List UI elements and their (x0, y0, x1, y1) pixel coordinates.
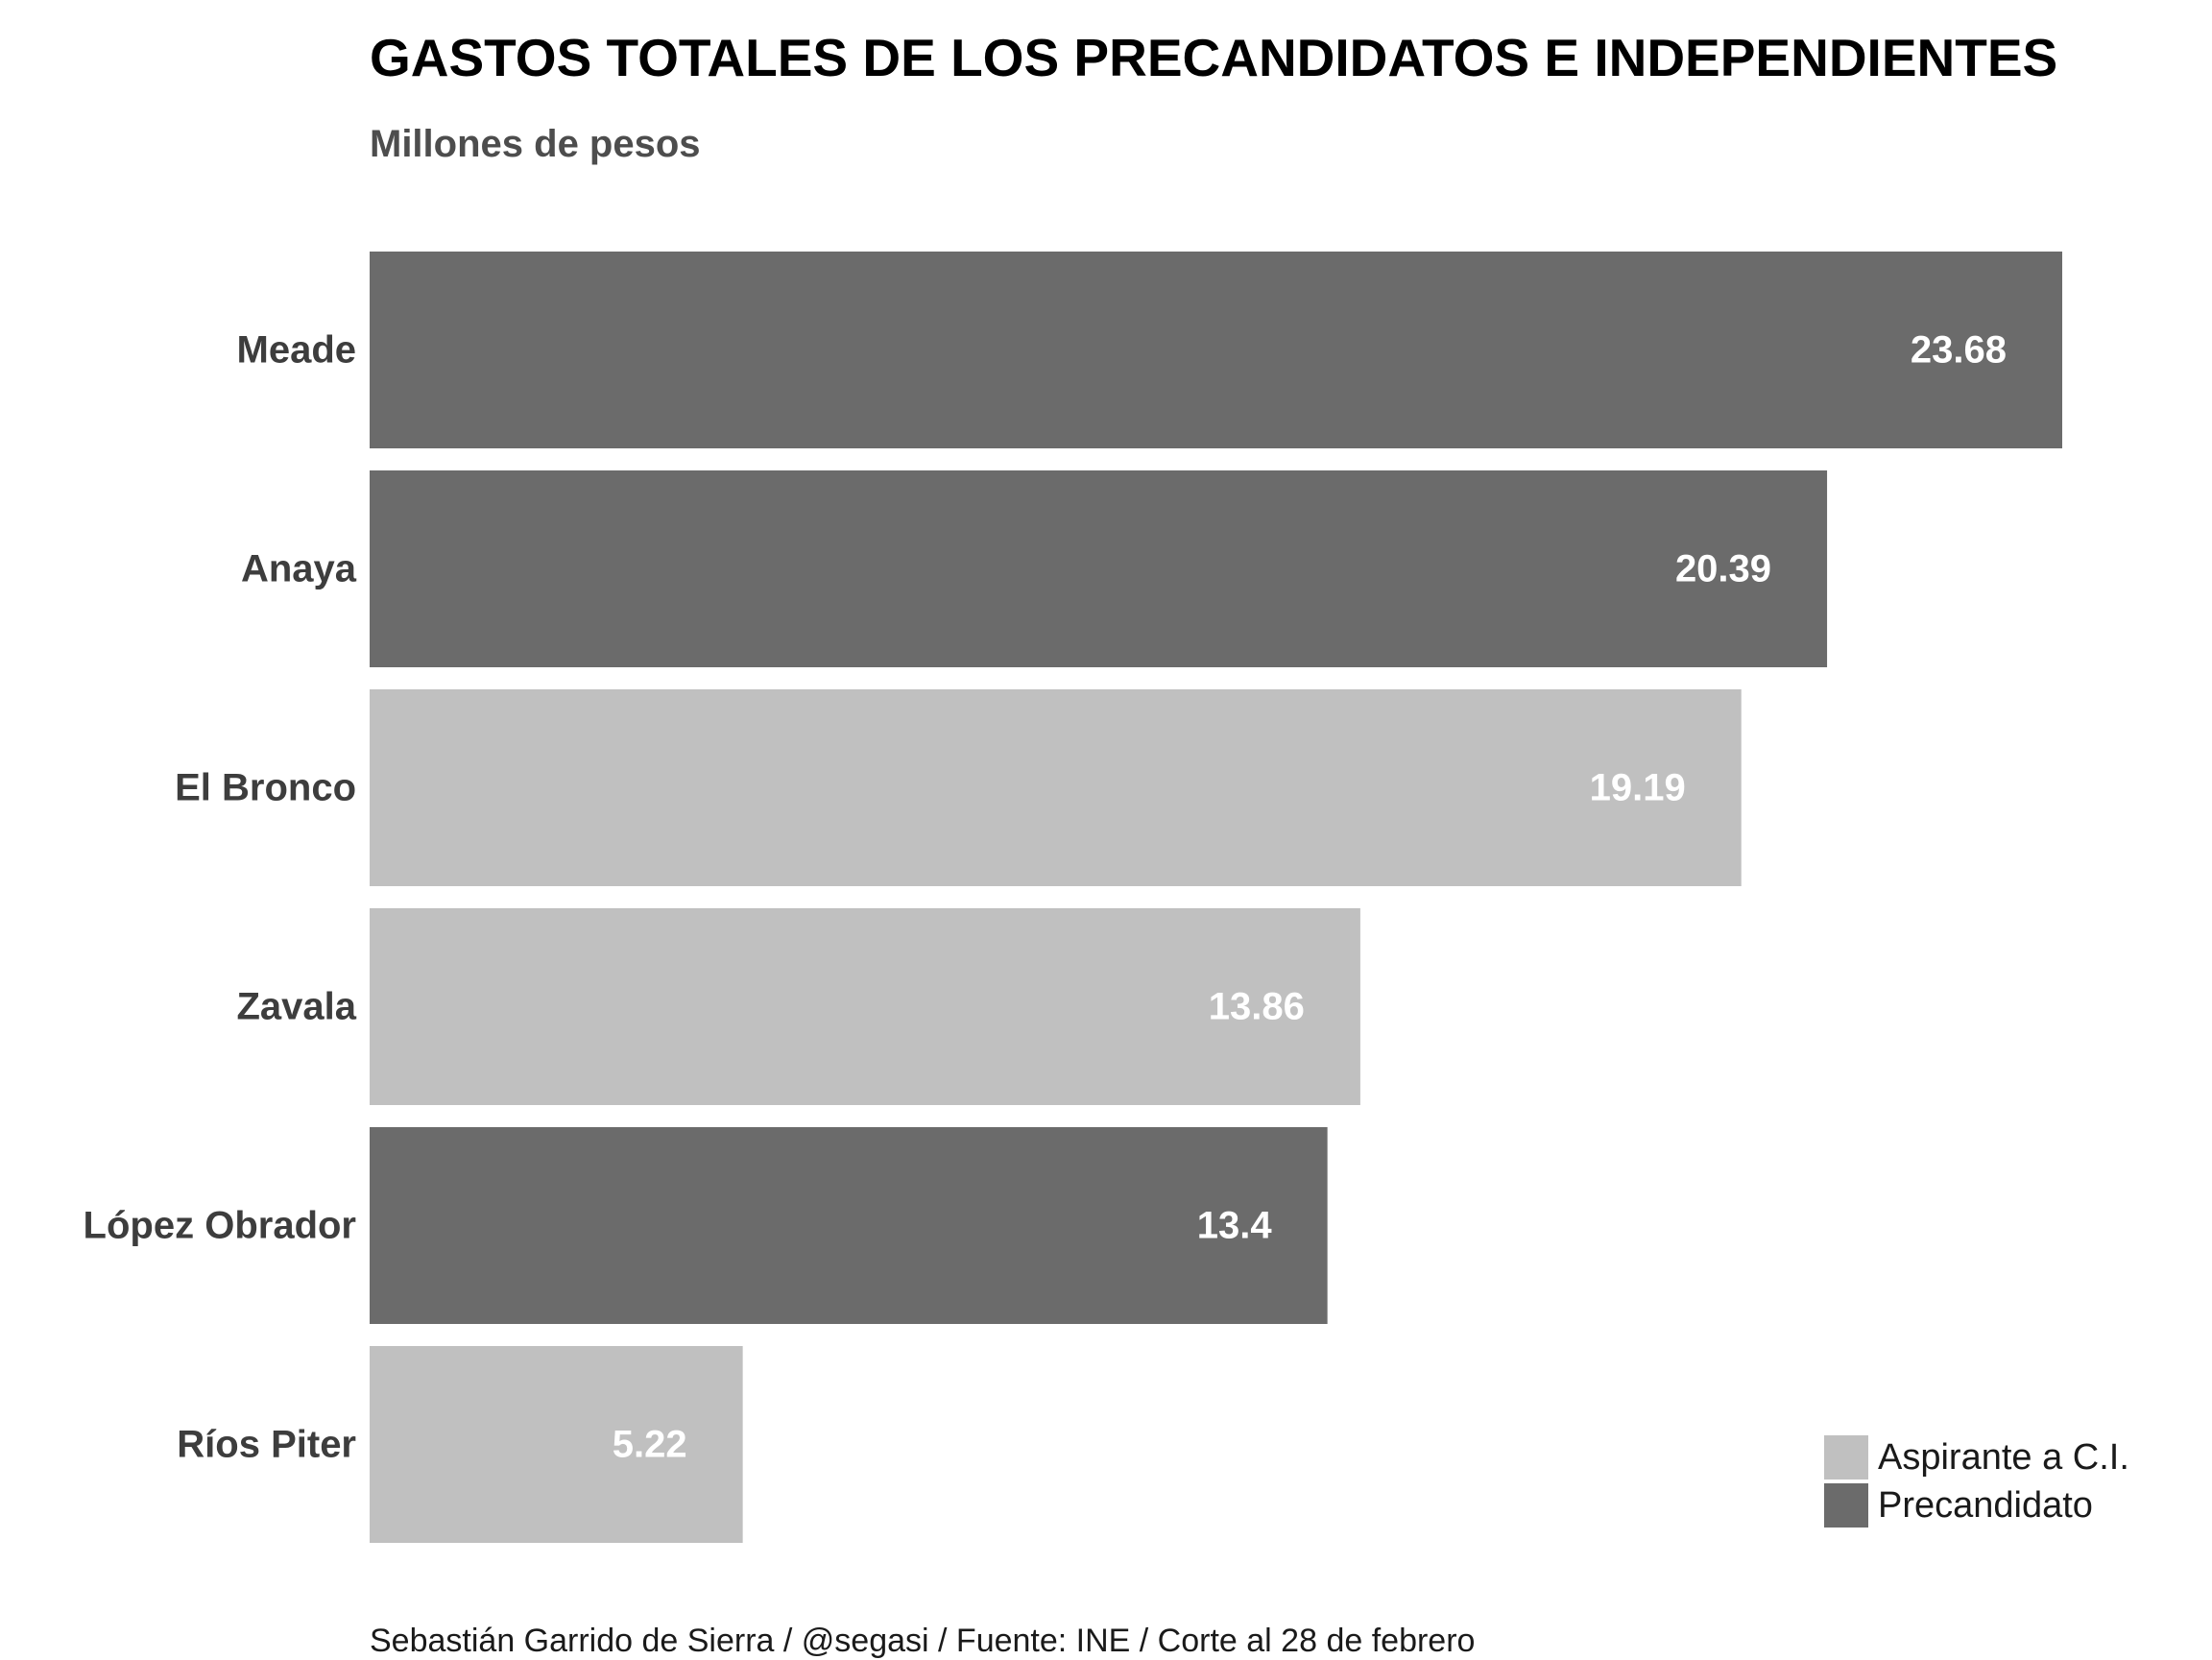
legend-label-precandidato: Precandidato (1878, 1484, 2093, 1526)
bar-el-bronco (370, 689, 1742, 886)
chart-title: GASTOS TOTALES DE LOS PRECANDIDATOS E IN… (370, 28, 2058, 87)
legend: Aspirante a C.I. Precandidato (1824, 1433, 2129, 1529)
chart-caption: Sebastián Garrido de Sierra / @segasi / … (370, 1623, 1476, 1659)
bar-zavala (370, 908, 1360, 1105)
value-label-zavala: 13.86 (1209, 986, 1305, 1028)
chart-subtitle: Millones de pesos (370, 123, 701, 165)
value-label-anaya: 20.39 (1675, 548, 1771, 590)
category-label-anaya: Anaya (241, 548, 357, 590)
category-label-meade: Meade (237, 329, 357, 372)
bar-lopez-obrador (370, 1127, 1328, 1324)
legend-key-precandidato (1824, 1483, 1868, 1528)
bar-meade (370, 252, 2062, 448)
category-label-el-bronco: El Bronco (175, 767, 356, 809)
value-label-lopez-obrador: 13.4 (1197, 1205, 1273, 1247)
bar-anaya (370, 470, 1828, 667)
bar-rios-piter (370, 1346, 743, 1543)
category-label-zavala: Zavala (236, 986, 356, 1028)
legend-label-aspirante: Aspirante a C.I. (1878, 1436, 2129, 1478)
legend-key-aspirante (1824, 1435, 1868, 1480)
legend-item-precandidato: Precandidato (1824, 1481, 2129, 1529)
value-label-meade: 23.68 (1911, 329, 2007, 372)
value-label-rios-piter: 5.22 (613, 1424, 687, 1466)
category-label-rios-piter: Ríos Piter (177, 1424, 356, 1466)
legend-item-aspirante: Aspirante a C.I. (1824, 1433, 2129, 1481)
category-label-lopez-obrador: López Obrador (84, 1205, 356, 1247)
value-label-el-bronco: 19.19 (1590, 767, 1686, 809)
